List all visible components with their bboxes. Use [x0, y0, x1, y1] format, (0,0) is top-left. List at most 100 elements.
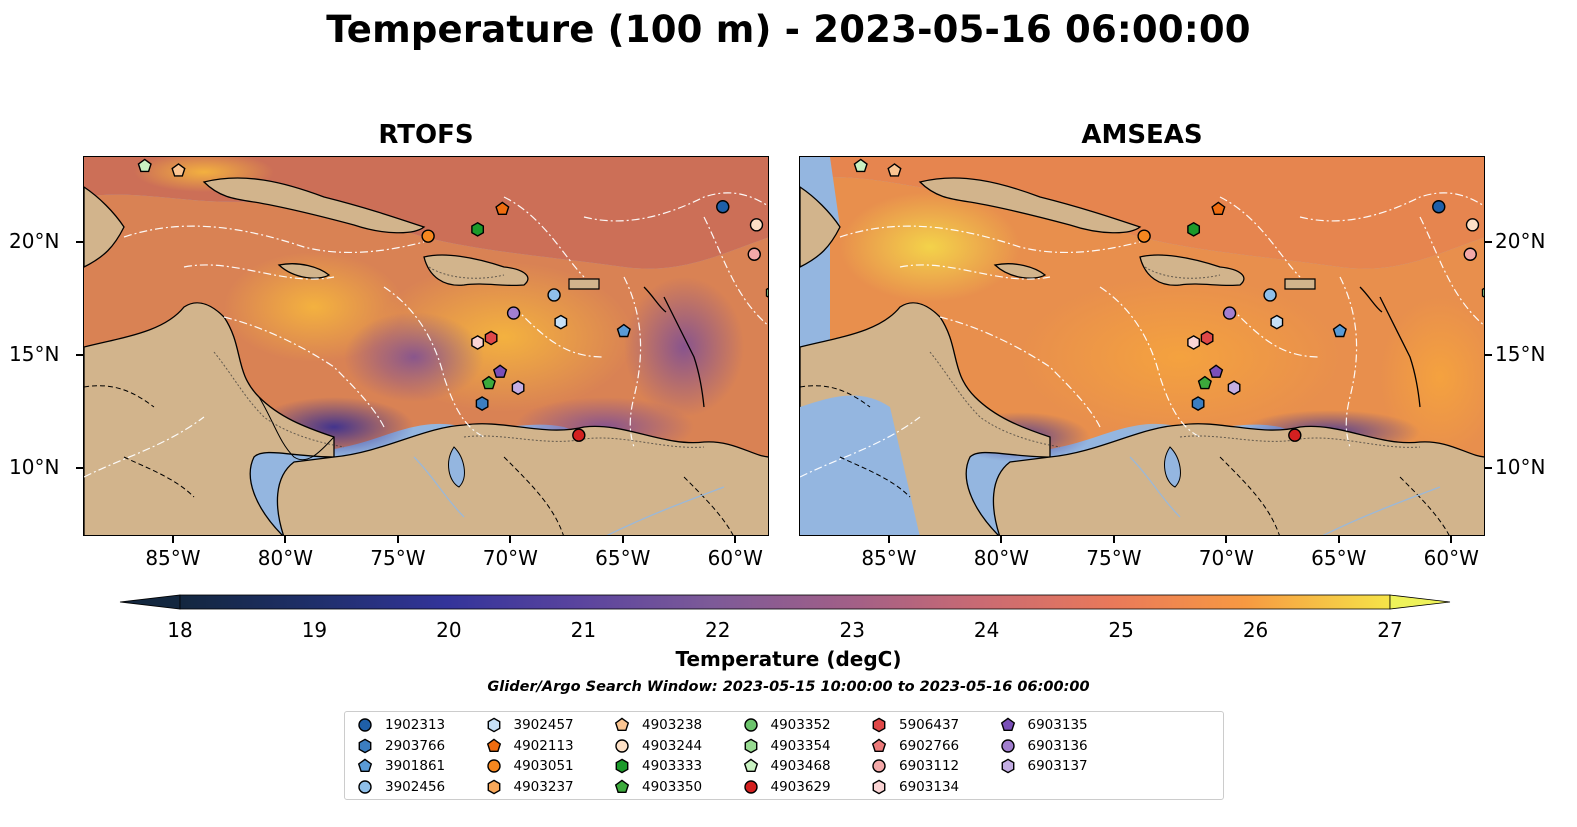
legend-label: 4903237 — [513, 778, 574, 795]
legend-label: 4903244 — [642, 737, 703, 754]
legend-label: 2903766 — [385, 737, 446, 754]
map-panel-rtofs[interactable] — [83, 156, 769, 536]
legend-item-4903237: 4903237 — [486, 777, 574, 797]
y-tick-mark — [76, 240, 83, 243]
circle-marker-icon — [872, 759, 886, 773]
float-marker-4903051 — [1137, 229, 1151, 243]
x-tick-mark — [887, 536, 890, 543]
legend-marker-6902766 — [871, 738, 887, 752]
colorbar-label: Temperature (degC) — [675, 647, 902, 671]
x-tick-mark — [396, 536, 399, 543]
circle-marker-icon — [615, 738, 629, 753]
float-marker-4902113 — [495, 201, 510, 216]
legend-marker-4903350 — [614, 779, 630, 793]
x-tick-mark — [621, 536, 624, 543]
legend-item-6903135: 6903135 — [1000, 715, 1088, 735]
legend-item-4903629: 4903629 — [743, 777, 831, 797]
x-tick-label-amseas: 85°W — [861, 546, 917, 570]
float-marker-4903350 — [1197, 375, 1212, 390]
x-tick-label-amseas: 75°W — [1086, 546, 1142, 570]
legend-item-6903112: 6903112 — [871, 756, 959, 776]
y-tick-mark — [1485, 354, 1492, 357]
colorbar-tick-label: 25 — [1108, 618, 1134, 642]
map-canvas-amseas — [800, 157, 1484, 535]
legend-label: 6902766 — [899, 737, 960, 754]
x-tick-label-amseas: 65°W — [1311, 546, 1367, 570]
legend-item-6903134: 6903134 — [871, 777, 959, 797]
map-canvas-rtofs — [84, 157, 768, 535]
legend-item-4903354: 4903354 — [743, 736, 831, 756]
legend-marker-1902313 — [358, 718, 372, 732]
float-marker-5906437 — [1200, 330, 1214, 346]
legend-marker-3902457 — [487, 717, 500, 733]
search-window-text: Glider/Argo Search Window: 2023-05-15 10… — [487, 679, 1090, 695]
circle-marker-icon — [743, 718, 758, 732]
legend-item-4903350: 4903350 — [614, 777, 702, 797]
pentagon-marker-icon — [743, 758, 758, 773]
legend-item-1902313: 1902313 — [357, 715, 445, 735]
x-tick-label-rtofs: 60°W — [707, 546, 763, 570]
legend-label: 4903238 — [642, 717, 703, 733]
y-tick-mark — [76, 467, 83, 470]
y-tick-label-amseas: 10°N — [1495, 455, 1546, 480]
float-marker-4903333 — [1187, 221, 1201, 237]
hexagon-marker-icon — [1001, 758, 1014, 774]
legend-label: 4903468 — [770, 758, 831, 774]
map-panel-amseas[interactable] — [799, 156, 1485, 536]
legend-marker-4903352 — [743, 718, 758, 732]
hexagon-marker-icon — [358, 738, 372, 753]
legend-marker-6903136 — [1000, 738, 1015, 753]
legend-label: 6903112 — [899, 758, 960, 774]
float-marker-4903350 — [481, 375, 496, 390]
float-marker-4903629 — [572, 428, 586, 442]
legend-item-4903352: 4903352 — [743, 715, 831, 735]
hexagon-marker-icon — [872, 717, 886, 733]
float-marker-6903112 — [747, 247, 761, 261]
x-tick-mark — [1000, 536, 1003, 543]
legend-marker-6903134 — [872, 779, 886, 794]
hexagon-marker-icon — [487, 779, 500, 794]
legend-item-4903244: 4903244 — [614, 736, 702, 756]
y-tick-mark — [1485, 467, 1492, 470]
x-tick-label-amseas: 70°W — [1198, 546, 1254, 570]
legend-item-4902113: 4902113 — [486, 736, 574, 756]
legend-label: 4902113 — [513, 737, 574, 754]
legend-label: 4903629 — [770, 778, 831, 795]
float-markers-rtofs — [137, 158, 768, 442]
x-tick-label-rtofs: 85°W — [145, 546, 201, 570]
legend-item-4903468: 4903468 — [743, 756, 831, 776]
legend-marker-6903137 — [1001, 758, 1014, 774]
legend-item-5906437: 5906437 — [871, 715, 959, 735]
legend-label: 3902456 — [385, 778, 446, 795]
colorbar-tick-label: 18 — [167, 618, 193, 642]
y-tick-mark — [1485, 240, 1492, 243]
float-marker-6903137 — [1227, 380, 1241, 396]
x-tick-mark — [1112, 536, 1115, 543]
pentagon-marker-icon — [1000, 717, 1015, 732]
float-marker-4903468 — [853, 158, 868, 173]
hexagon-marker-icon — [487, 717, 500, 733]
x-tick-mark — [1337, 536, 1340, 543]
float-marker-3902457 — [1270, 314, 1284, 330]
float-marker-4903468 — [137, 158, 152, 173]
legend-marker-3902456 — [358, 779, 372, 794]
legend-label: 6903136 — [1027, 737, 1088, 754]
legend-label: 3902457 — [513, 717, 574, 733]
circle-marker-icon — [743, 779, 758, 794]
pentagon-marker-icon — [357, 758, 373, 773]
y-tick-label-rtofs: 10°N — [9, 455, 60, 480]
float-marker-2903766 — [475, 396, 489, 411]
hexagon-marker-icon — [615, 758, 629, 774]
legend-item-3902456: 3902456 — [357, 777, 445, 797]
legend-label: 4903333 — [642, 758, 703, 774]
float-marker-4903238 — [887, 163, 902, 177]
legend-label: 4903352 — [770, 717, 831, 733]
float-marker-6903136 — [1222, 306, 1237, 320]
float-marker-4903238 — [171, 163, 186, 177]
legend-marker-4903238 — [614, 717, 630, 732]
colorbar-tick-label: 27 — [1377, 618, 1403, 642]
circle-marker-icon — [486, 759, 501, 773]
main-title: Temperature (100 m) - 2023-05-16 06:00:0… — [326, 8, 1251, 51]
legend-item-6902766: 6902766 — [871, 736, 959, 756]
legend-marker-2903766 — [358, 738, 372, 753]
